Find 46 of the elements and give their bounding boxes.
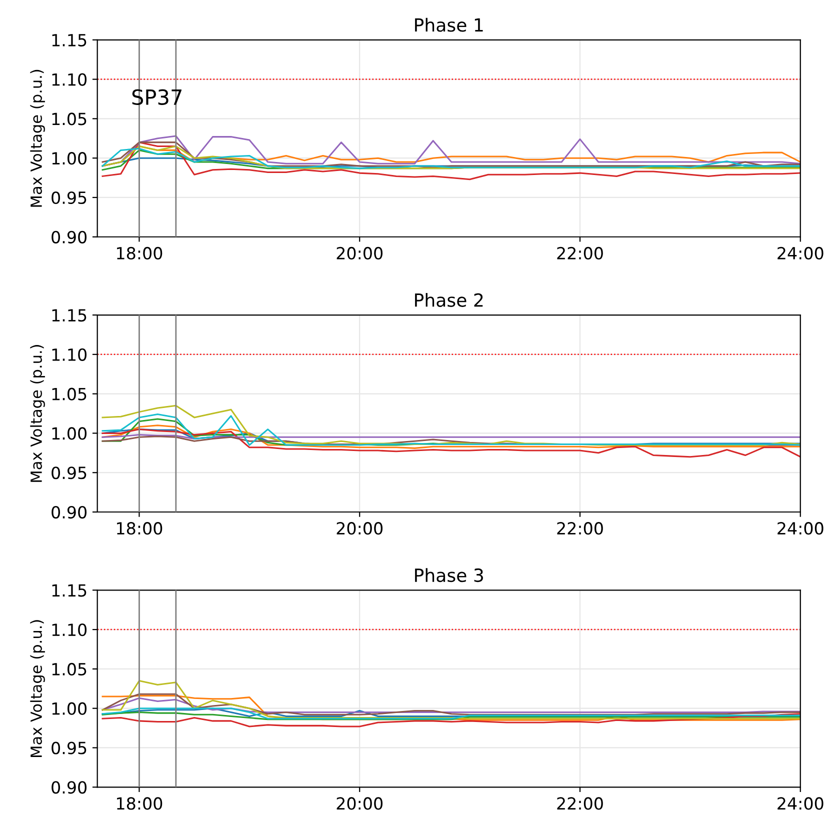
annotation: SP37 [132, 89, 182, 106]
chart-title: Phase 3 [415, 568, 483, 582]
line-series [102, 680, 800, 720]
x-tick-label: 24:00 [778, 246, 824, 260]
y-axis-title: Max Voltage (p.u.) [30, 620, 45, 757]
y-tick-label: 1.05 [52, 662, 86, 676]
line-series [102, 693, 800, 716]
y-tick-label: 1.00 [52, 427, 87, 440]
y-tick-label: 1.15 [52, 309, 86, 322]
line-series [102, 428, 800, 458]
y-tick-label: 1.00 [52, 152, 87, 165]
y-axis-title: Max Voltage (p.u.) [30, 345, 45, 482]
y-tick-label: 1.00 [52, 702, 87, 715]
line-series [102, 142, 800, 180]
y-tick-label: 1.05 [52, 388, 86, 400]
y-tick-label: 1.15 [52, 584, 86, 597]
x-tick-label: 24:00 [778, 797, 824, 810]
y-axis-title: Max Voltage (p.u.) [30, 70, 45, 207]
y-tick-label: 0.95 [52, 466, 86, 480]
y-tick-label: 0.90 [52, 506, 87, 519]
y-tick-label: 1.15 [52, 34, 86, 46]
line-series [102, 713, 800, 728]
x-tick-label: 18:00 [117, 522, 162, 535]
y-tick-label: 1.10 [52, 348, 87, 361]
x-tick-label: 20:00 [336, 246, 383, 260]
x-tick-label: 22:00 [557, 246, 603, 260]
line-series [102, 404, 800, 446]
line-series [102, 708, 800, 720]
x-tick-label: 22:00 [557, 522, 603, 535]
x-tick-label: 18:00 [117, 246, 162, 260]
y-tick-label: 0.90 [52, 781, 87, 794]
x-tick-label: 22:00 [557, 797, 603, 810]
line-series [102, 712, 800, 720]
line-series [102, 424, 800, 449]
y-tick-label: 1.10 [52, 624, 87, 636]
y-tick-label: 1.05 [52, 112, 86, 126]
y-tick-label: 1.10 [52, 73, 87, 86]
y-tick-label: 0.90 [52, 230, 87, 244]
x-tick-label: 20:00 [336, 797, 383, 810]
chart-title: Phase 2 [415, 292, 483, 307]
x-tick-label: 20:00 [336, 522, 383, 535]
y-tick-label: 0.95 [52, 742, 86, 754]
y-tick-label: 0.95 [52, 191, 86, 204]
x-tick-label: 24:00 [778, 522, 824, 535]
chart-title: Phase 1 [415, 18, 483, 32]
x-tick-label: 18:00 [117, 797, 162, 810]
